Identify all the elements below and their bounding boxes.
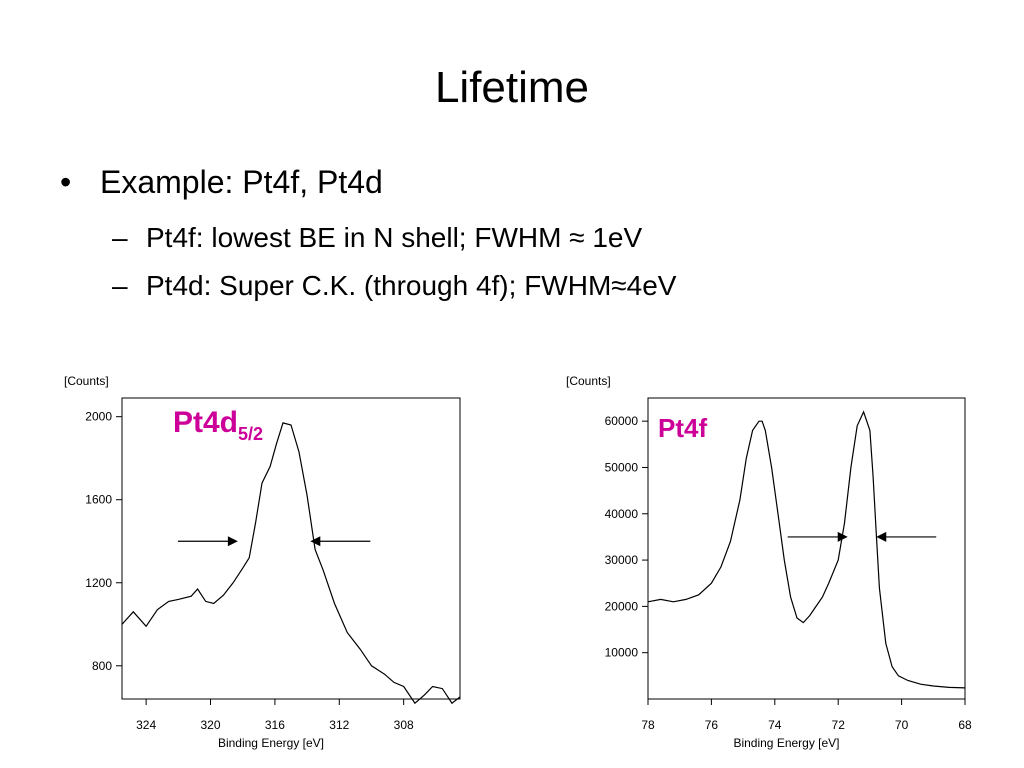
bullet-text: Example: Pt4f, Pt4d: [100, 164, 383, 200]
chart-pt4d: [Counts] Binding Energy [eV] 800 1200 1600 20…: [64, 374, 461, 750]
x-tick-label: 76: [705, 718, 719, 732]
sub-bullet-text: Pt4d: Super C.K. (through 4f); FWHM≈4eV: [146, 270, 677, 301]
sub-bullet-text: Pt4f: lowest BE in N shell; FWHM ≈ 1eV: [146, 222, 643, 253]
x-tick-label: 68: [958, 718, 972, 732]
y-axis-label: [Counts]: [64, 374, 109, 388]
y-tick-label: 20000: [605, 599, 639, 613]
x-tick-label: 320: [201, 718, 221, 732]
y-tick-label: 30000: [605, 553, 639, 567]
x-tick-label: 312: [329, 718, 349, 732]
fwhm-arrowhead-left: [227, 536, 238, 547]
y-tick-label: 800: [92, 659, 112, 673]
fwhm-arrowhead-right: [876, 531, 887, 542]
x-tick-label: 72: [832, 718, 846, 732]
fwhm-arrowhead-left: [837, 531, 848, 542]
peak-annotation: Pt4f: [658, 413, 707, 443]
y-tick-label: 2000: [85, 410, 112, 424]
y-tick-label: 1200: [85, 576, 112, 590]
bullet-dot: •: [60, 164, 72, 200]
x-tick-label: 316: [265, 718, 285, 732]
sub-bullet-dash: –: [112, 270, 128, 301]
peak-annotation-subscript: 5/2: [238, 424, 263, 444]
y-tick-label: 10000: [605, 646, 639, 660]
x-tick-label: 74: [768, 718, 782, 732]
bullet-item: • Example: Pt4f, Pt4d: [60, 166, 383, 198]
y-tick-label: 60000: [605, 414, 639, 428]
plot-frame: [647, 397, 966, 700]
sub-bullet-pt4f: – Pt4f: lowest BE in N shell; FWHM ≈ 1eV: [112, 224, 642, 252]
y-axis-label: [Counts]: [566, 374, 611, 388]
fwhm-arrowhead-right: [310, 536, 321, 547]
x-axis-label: Binding Energy [eV]: [733, 736, 839, 750]
spectrum-line: [121, 422, 461, 705]
peak-annotation: Pt4d5/2: [173, 406, 263, 444]
sub-bullet-pt4d: – Pt4d: Super C.K. (through 4f); FWHM≈4eV: [112, 272, 676, 300]
x-tick-label: 324: [136, 718, 156, 732]
slide-title: Lifetime: [434, 63, 590, 112]
x-tick-label: 308: [394, 718, 414, 732]
chart-pt4f: [Counts] Binding Energy [eV] 10000 20000 300…: [566, 374, 972, 750]
y-tick-label: 40000: [605, 507, 639, 521]
y-tick-label: 50000: [605, 460, 639, 474]
x-tick-label: 78: [641, 718, 655, 732]
sub-bullet-dash: –: [112, 222, 128, 253]
spectrum-line: [647, 410, 966, 689]
x-axis-label: Binding Energy [eV]: [218, 736, 324, 750]
y-tick-label: 1600: [85, 493, 112, 507]
x-tick-label: 70: [895, 718, 909, 732]
plot-frame: [121, 397, 461, 700]
